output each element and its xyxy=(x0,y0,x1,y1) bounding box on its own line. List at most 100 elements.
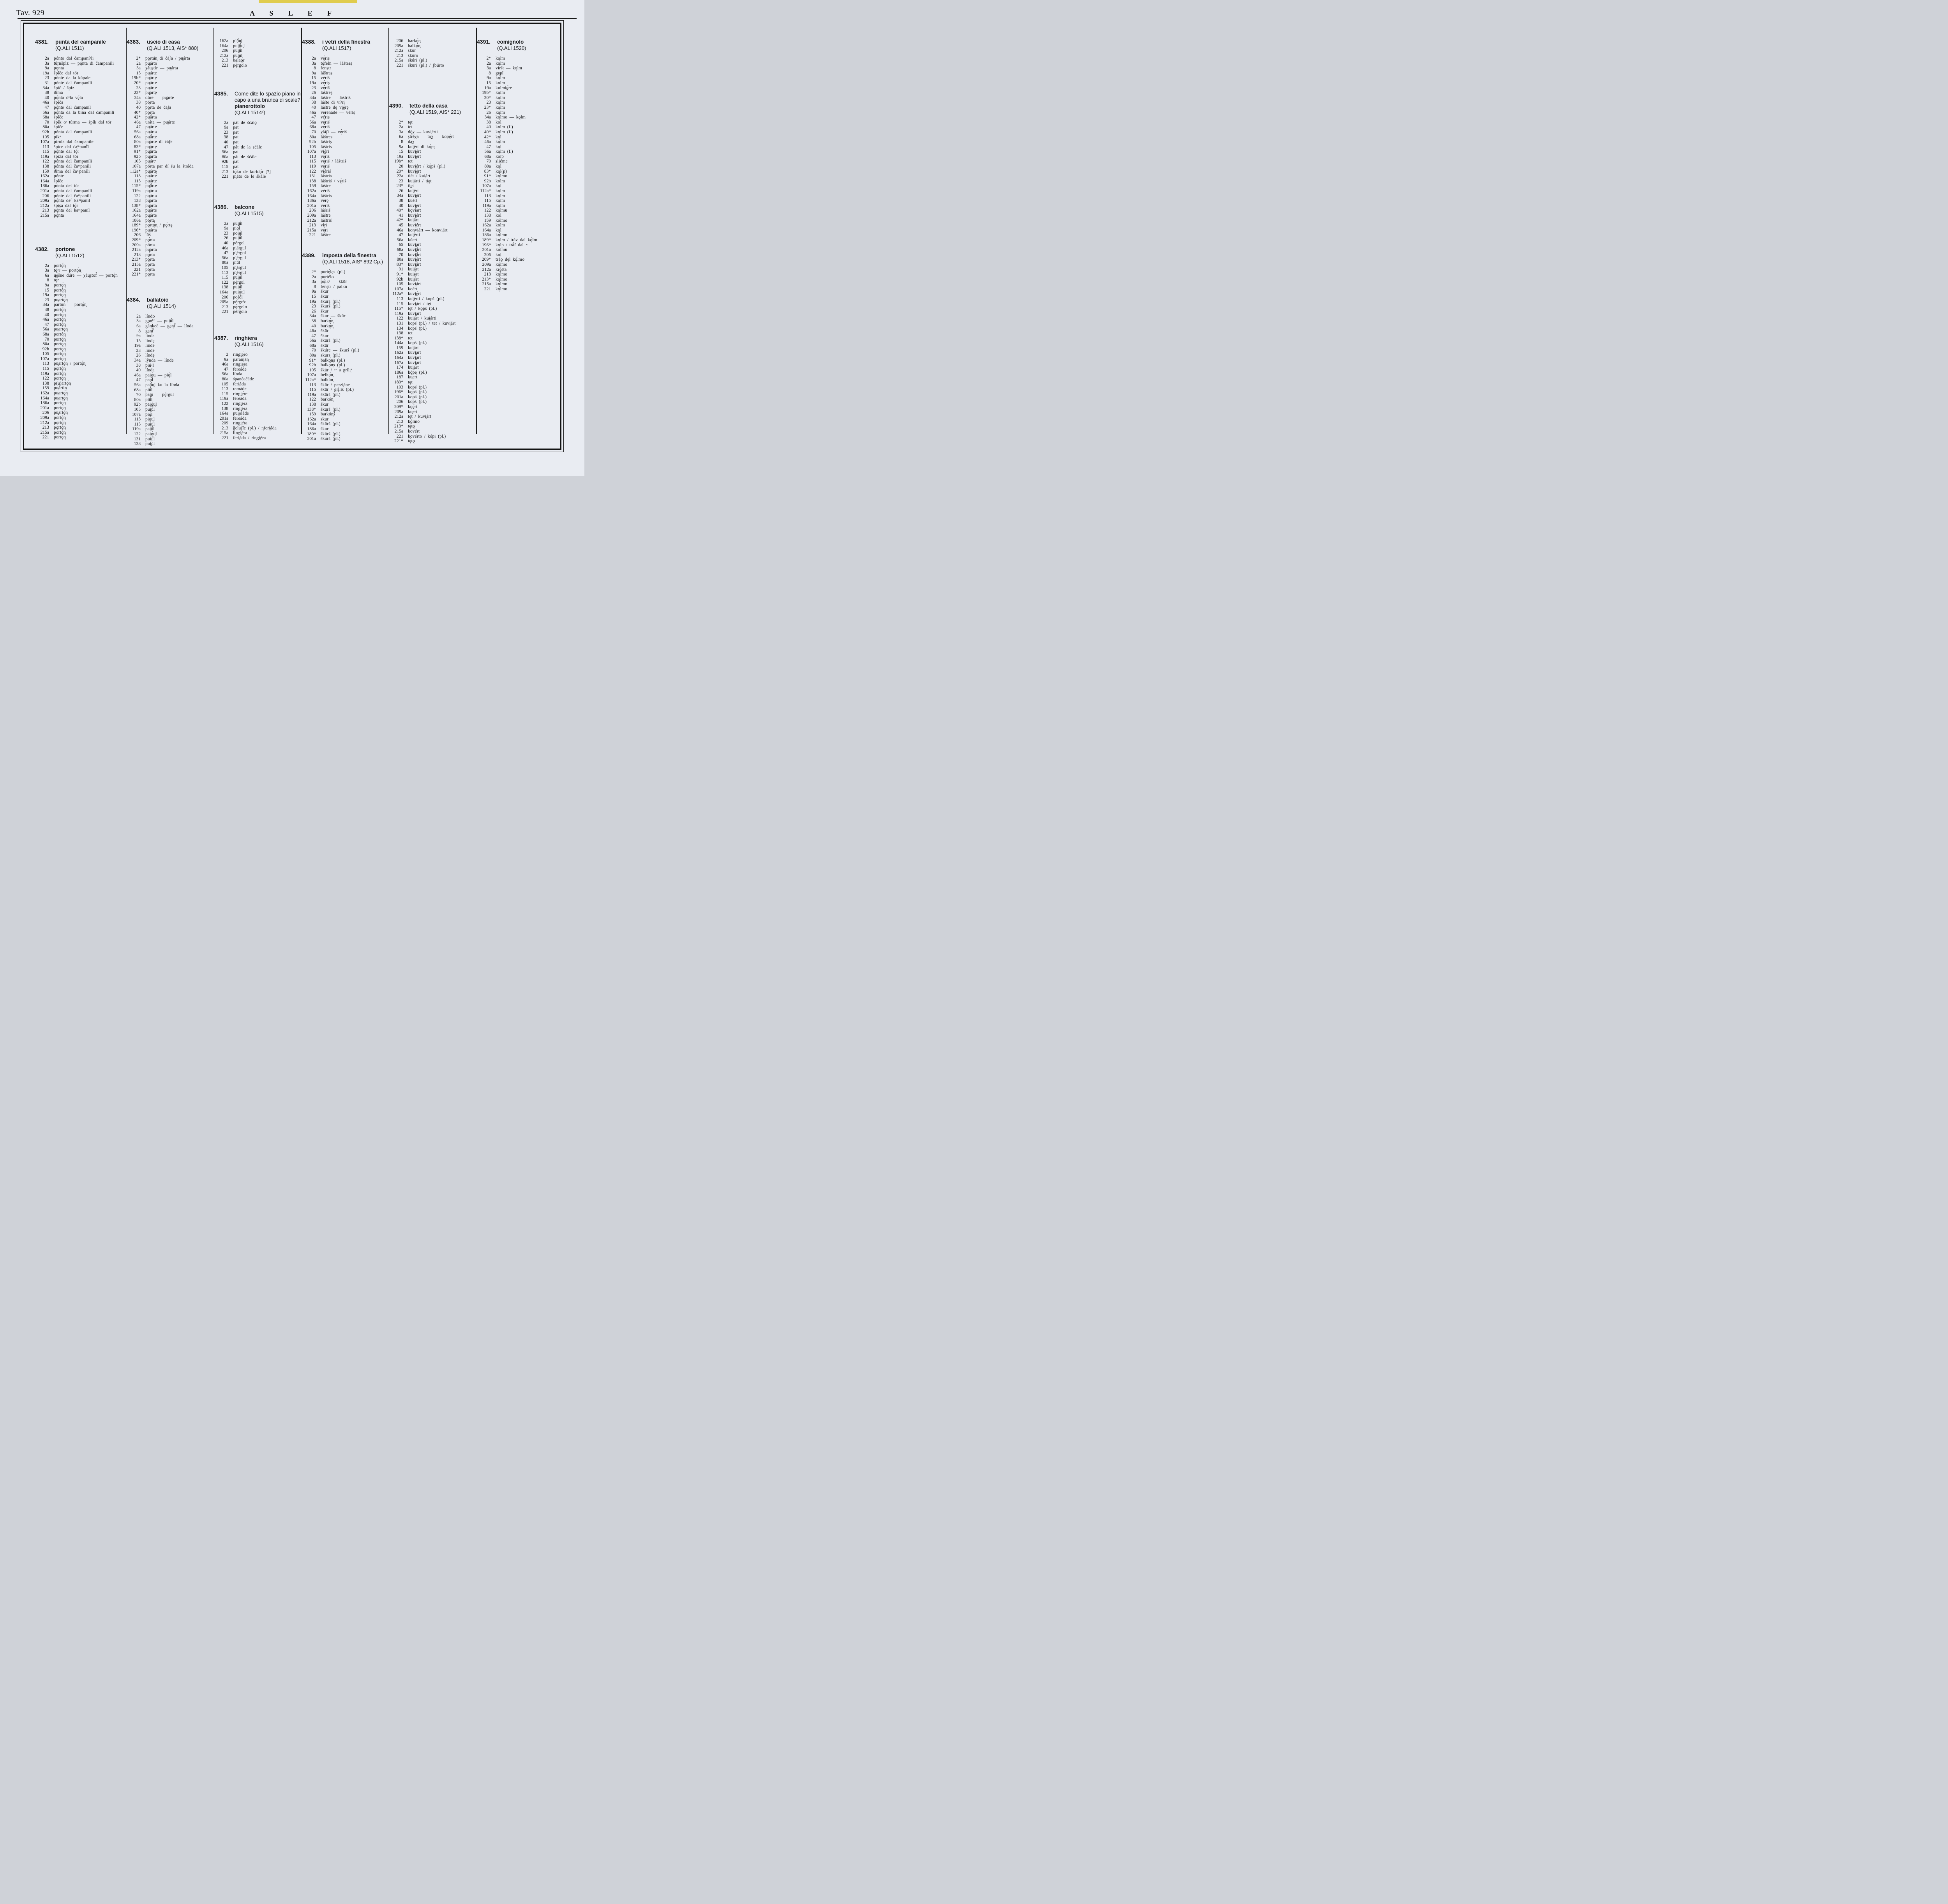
locality-number: 15 xyxy=(136,71,141,76)
item-row: 23* pu̯ártę xyxy=(127,90,213,95)
entry-title-block: tetto della casa (Q.ALI 1519, AIS* 221) xyxy=(409,103,476,115)
dialect-form: pónte dal čampaníli xyxy=(54,80,92,85)
dialect-form: škurṣ (pl.) xyxy=(321,299,341,304)
dialect-form: kui̯érti / kopš (pl.) xyxy=(408,296,445,301)
entry-number: 4381. xyxy=(35,39,49,45)
item-row: 80a piū́l xyxy=(127,397,213,403)
dialect-form: paǫ́l xyxy=(145,378,154,383)
locality-number: 138 xyxy=(134,198,141,203)
item-row: 113 pu̯artǫ́n̦ / portǫ́n̦ xyxy=(35,361,125,366)
dialect-form: kǫlm xyxy=(496,203,505,208)
item-row: 40 portǫ́n̦ xyxy=(35,313,125,318)
dialect-form: portǫ́n̦ xyxy=(54,371,66,376)
locality-number: 38 xyxy=(136,100,141,105)
item-row: 23 poi̯ū́l xyxy=(214,231,301,236)
item-row: 164a pui̯ǭ́u̯l xyxy=(214,44,301,49)
entry-header: 4384. ballatoio (Q.ALI 1514) xyxy=(127,297,213,309)
locality-number: 189* xyxy=(394,380,403,385)
dialect-form: kopś (pl.) xyxy=(408,399,427,404)
locality-number: 47 xyxy=(224,145,229,150)
dialect-form: láštreṣ xyxy=(321,90,333,95)
locality-number: 80a xyxy=(309,134,316,140)
dialect-form: kuvi̯ért / kǫ́pš (pl.) xyxy=(408,164,446,169)
item-row: 70 škúre — śkūrś (pl.) xyxy=(302,348,388,353)
item-row: 213 pǫ́rta xyxy=(127,253,213,258)
item-row: 19a špíče dal tór xyxy=(35,71,125,76)
dialect-form: tǫ́feln — láštraṣ xyxy=(321,61,352,66)
locality-number: 122 xyxy=(396,316,403,321)
dialect-form: vę́riś xyxy=(321,154,330,159)
dialect-form: pi̯árgul xyxy=(233,265,246,270)
item-row: 92b kui̯ért xyxy=(389,277,476,282)
dialect-form: koért xyxy=(408,286,418,291)
dialect-form: pu̯ä́rte xyxy=(145,134,157,140)
item-row: 221 pérgolo xyxy=(214,309,301,314)
item-row: 122 rin̦gi̯éra xyxy=(214,401,301,406)
dialect-form: śpíza dal tór xyxy=(54,154,79,159)
dialect-form: śpíṣa dal tǫ́r xyxy=(54,203,78,208)
dialect-form: láśtris xyxy=(321,193,332,198)
locality-number: 91* xyxy=(134,149,141,154)
dialect-form: ku̯ert xyxy=(408,375,418,380)
dialect-form: portǫ́n̦ xyxy=(54,342,66,347)
item-row: 122 kǫ́lmu xyxy=(477,208,563,213)
item-row: 91* balkǫ́n̦s (pl.) xyxy=(302,358,388,363)
locality-number: 6a xyxy=(45,273,49,278)
locality-number: 115 xyxy=(42,149,49,154)
item-row: 34a kǫ́lmo — kǫlm xyxy=(477,115,563,120)
item-row: 3a viršt — kǫlm xyxy=(477,66,563,71)
locality-number: 107a xyxy=(394,286,403,291)
locality-number: 119a xyxy=(482,203,491,208)
dialect-form: kǭlm xyxy=(496,61,505,66)
item-row: 20* kǫlm xyxy=(477,95,563,101)
dialect-form: pónte dal čaᵐpaníli xyxy=(54,193,91,198)
item-row: 47 kui̯érti xyxy=(389,233,476,238)
dialect-form: kuvi̯ä́rt xyxy=(408,247,421,252)
dialect-form: uráta — pu̯árte xyxy=(145,120,175,125)
locality-number: 138 xyxy=(42,381,49,386)
item-row: 115 pui̯ū́l xyxy=(127,422,213,427)
item-row: 215a lin̦gi̯éra xyxy=(214,431,301,436)
dialect-form: portǫ́n̦ xyxy=(54,405,66,410)
item-row: 20* pu̯árte xyxy=(127,81,213,86)
dialect-form: kǫlm xyxy=(496,198,505,203)
locality-number: 46a xyxy=(42,317,49,322)
item-row: 2* pǫrtún̦ di ćā́ʃa / pu̯árta xyxy=(127,56,213,61)
locality-number: 113 xyxy=(134,174,141,179)
locality-number: 34a xyxy=(42,85,49,90)
locality-number: 189* xyxy=(307,431,316,436)
locality-number: 206 xyxy=(134,233,141,238)
item-row: 20* kuvi̯ę́rt xyxy=(389,169,476,174)
entry-questionnaire-ref: (Q.ALI 1515) xyxy=(235,210,264,216)
locality-number: 189* xyxy=(132,223,141,228)
dialect-form: škur — škūr xyxy=(321,314,346,319)
entry-title-line: pianerottolo xyxy=(235,103,265,109)
locality-number: 40 xyxy=(44,95,49,100)
locality-number: 105 xyxy=(221,382,228,387)
item-row: 215a kǫ́lmo xyxy=(477,282,563,287)
dialect-form: purtǫ́n̦ xyxy=(54,337,66,342)
dialect-form: pu̯artǫ́n̦ xyxy=(54,396,68,401)
locality-number: 186a xyxy=(307,198,316,203)
item-row: 196* kǫlp / trā́f dal ~ xyxy=(477,243,563,248)
item-row: 47 paǫ́l xyxy=(127,378,213,383)
dialect-form: pu̯árte di ćáʃe xyxy=(145,140,173,145)
dialect-form: portǫ́n̦ xyxy=(54,376,66,381)
dialect-form: pu̯árta xyxy=(145,198,157,203)
dialect-form: purtélo xyxy=(321,274,334,279)
dialect-form: láštre — láśtriś xyxy=(321,95,351,100)
item-row: 42* kui̯ä́rt xyxy=(389,218,476,223)
dialect-form: barkón̦ xyxy=(321,397,333,402)
locality-number: 122 xyxy=(42,159,49,164)
item-row: 2a portǫ́n̦ xyxy=(35,263,125,268)
locality-number: 92b xyxy=(309,140,316,145)
entry-4390: 4390. tetto della casa (Q.ALI 1519, AIS* 2… xyxy=(389,102,476,444)
dialect-form: kǭl xyxy=(496,228,502,233)
locality-number: 20* xyxy=(484,95,491,100)
item-row: 19a vę́riṣ xyxy=(302,81,388,86)
entry-questionnaire-ref: (Q.ALI 1514) xyxy=(147,303,176,309)
dialect-form: pu̯ártę xyxy=(145,76,157,81)
locality-number: 20* xyxy=(134,80,141,85)
locality-number: 215a xyxy=(482,282,491,287)
locality-number: 213 xyxy=(134,252,141,257)
